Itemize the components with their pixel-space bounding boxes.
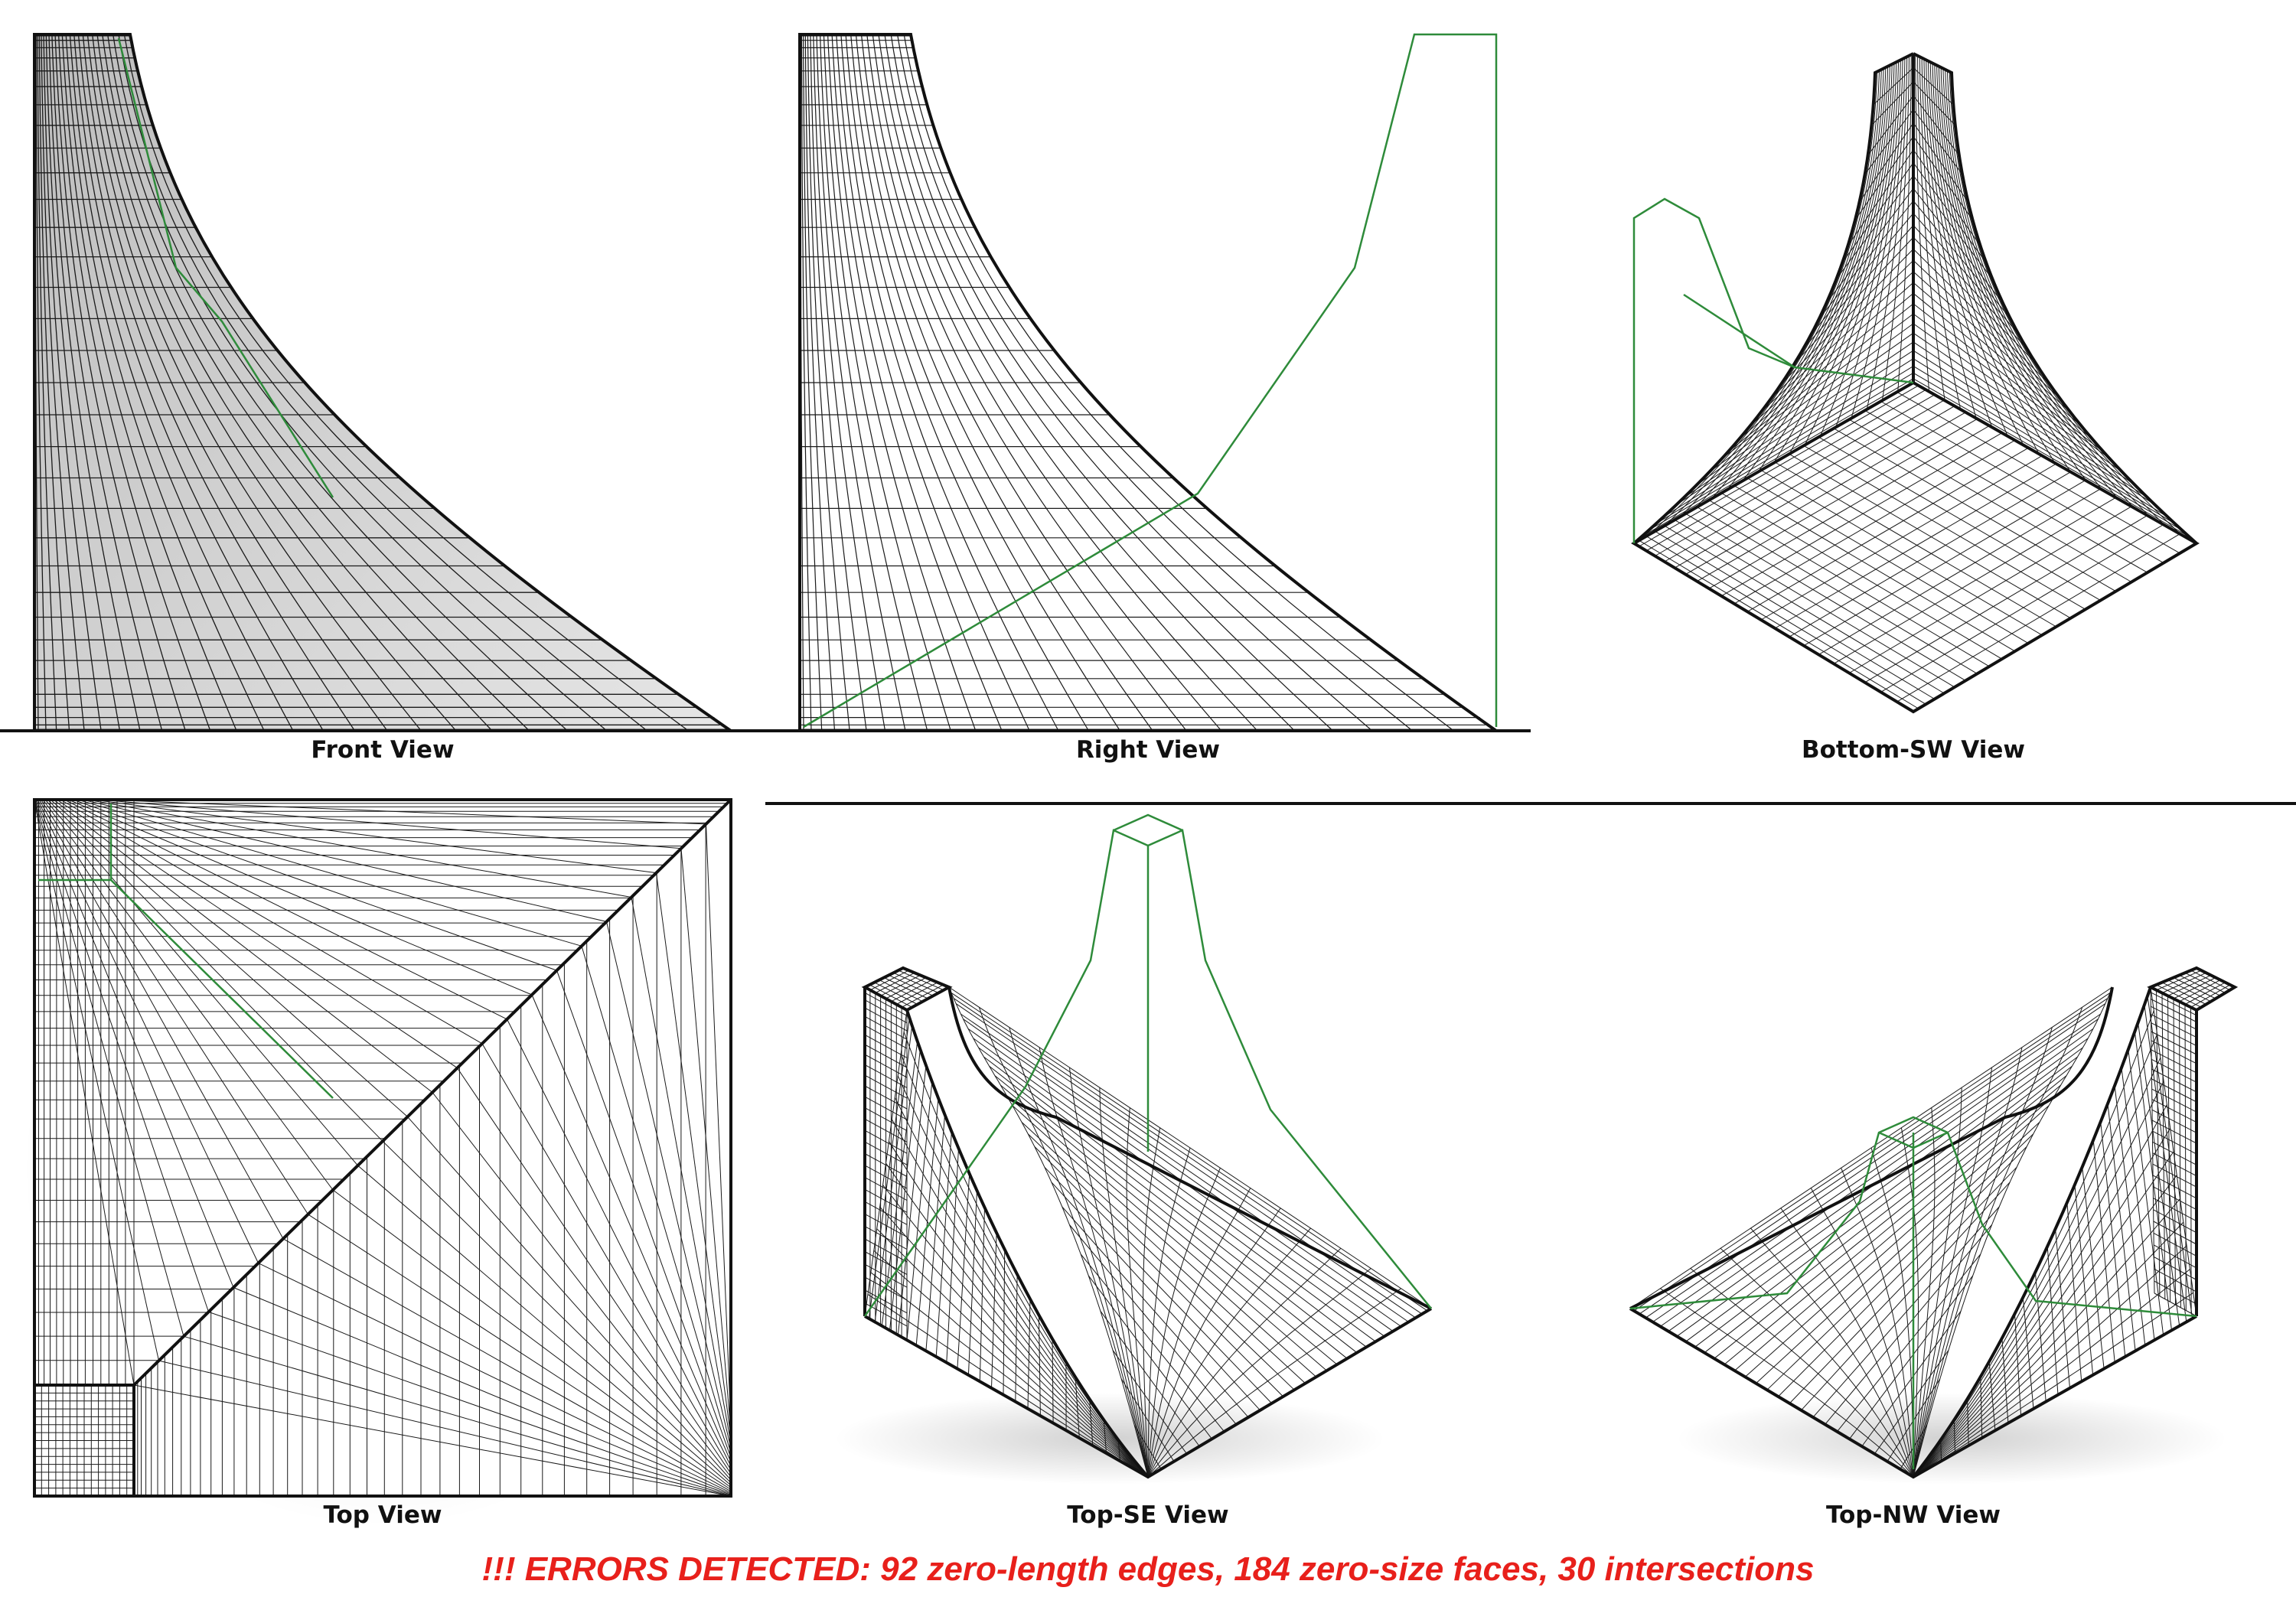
top-view: Top View: [23, 798, 739, 1529]
front-view: Front View: [33, 33, 736, 764]
bottom-sw-view-path-line: [1632, 197, 1914, 543]
bottom-sw-view: Bottom-SW View: [1631, 52, 2200, 764]
bottom-sw-view-mesh: [1633, 53, 2197, 712]
right-view: Right View: [798, 33, 1502, 764]
front-view-outline: [33, 33, 736, 732]
front-view-mesh: [34, 34, 732, 732]
front-view-path-line: [117, 37, 334, 498]
top-nw-view-path-line: [1629, 1116, 2197, 1469]
top-view-label: Top View: [323, 1501, 442, 1529]
top-se-view-mesh: [864, 967, 1432, 1478]
front-view-label: Front View: [311, 736, 454, 764]
top-se-view-path-line: [863, 813, 1432, 1317]
top-se-view-label: Top-SE View: [1067, 1501, 1228, 1529]
top-nw-view-mesh: [1629, 967, 2236, 1478]
top-nw-view-label: Top-NW View: [1826, 1501, 2001, 1529]
error-banner: !!! ERRORS DETECTED: 92 zero-length edge…: [482, 1550, 1815, 1588]
front-view-surface: [34, 34, 731, 731]
top-se-view: Top-SE View: [834, 813, 1433, 1529]
right-view-outline: [798, 33, 1502, 732]
right-view-surface: [800, 34, 1496, 731]
top-view-outline: [33, 798, 732, 1498]
bottom-sw-view-outline: [1631, 52, 2200, 714]
right-view-mesh: [799, 34, 1497, 732]
top-nw-view-outline: [1629, 966, 2239, 1479]
right-view-path-line: [803, 33, 1498, 729]
right-view-label: Right View: [1076, 736, 1220, 764]
bottom-sw-view-label: Bottom-SW View: [1802, 736, 2025, 764]
top-view-path-line: [38, 804, 334, 1099]
top-se-view-outline: [861, 966, 1433, 1479]
top-view-surface: [34, 800, 731, 1496]
top-nw-view: Top-NW View: [1629, 966, 2239, 1529]
